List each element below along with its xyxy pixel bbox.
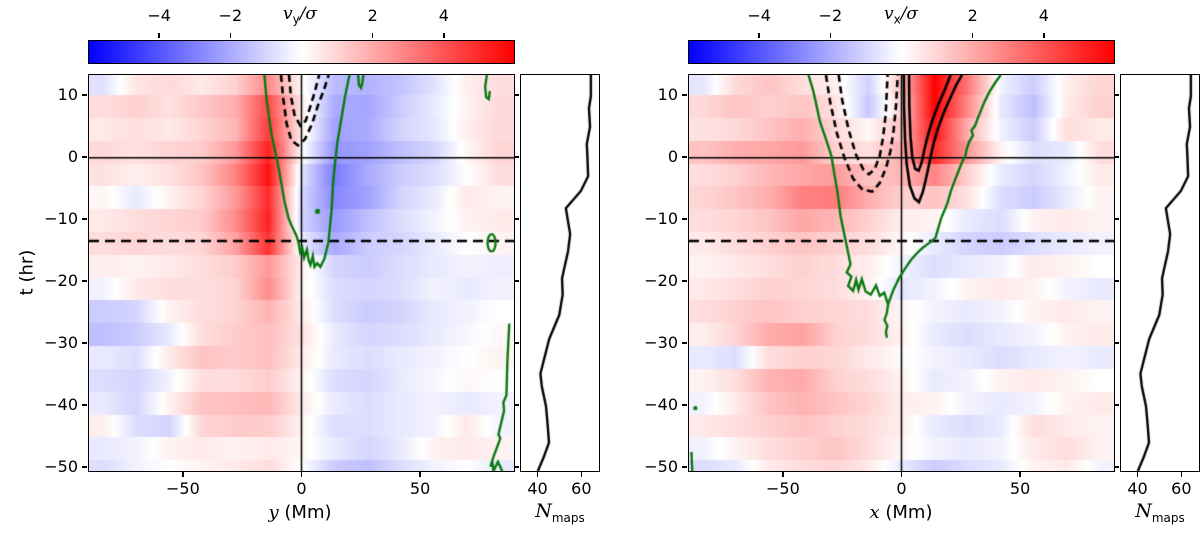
x-tick-mark (182, 472, 184, 477)
heatmap-canvas-vy (89, 75, 514, 471)
colorbar-tick-mark (158, 33, 160, 38)
y-tick-mark (514, 404, 519, 406)
y-tick-mark (514, 466, 519, 468)
y-tick-mark (1114, 94, 1119, 96)
x-tick-mark (419, 472, 421, 477)
x-tick-mark (1180, 472, 1183, 477)
nmaps-title-right: Nmaps (1135, 500, 1185, 525)
y-tick-label: −50 (644, 457, 678, 477)
y-tick-mark (682, 466, 687, 468)
y-tick-mark (1114, 218, 1119, 220)
colorbar-tick-mark (758, 33, 760, 38)
x-axis-title-right: x (Mm) (869, 502, 933, 523)
colorbar-tick-label: −4 (747, 6, 771, 25)
x-tick-mark (536, 472, 539, 477)
colorbar-tick-mark (829, 33, 832, 38)
x-tick-mark (782, 472, 784, 477)
heatmap-panel-vx (688, 74, 1115, 472)
colorbar-tick-label: −4 (147, 6, 171, 25)
y-tick-label: −20 (44, 271, 78, 291)
y-axis-title: t (hr) (16, 249, 38, 296)
heatmap-panel-vy (88, 74, 515, 472)
x-tick-mark (300, 472, 303, 477)
x-tick-label: 0 (296, 479, 307, 498)
x-tick-label: 40 (527, 479, 548, 498)
y-tick-label: −30 (44, 333, 78, 353)
y-tick-mark (82, 342, 87, 344)
x-tick-mark (580, 472, 583, 477)
nmaps-title-left: Nmaps (535, 500, 585, 525)
y-tick-label: 10 (57, 85, 78, 105)
colorbar-tick-label: −2 (818, 6, 843, 25)
x-axis-title-left: y (Mm) (268, 502, 332, 523)
nmaps-panel-left (520, 74, 600, 472)
x-tick-label: 50 (409, 479, 431, 498)
y-tick-label: 0 (67, 147, 78, 167)
y-tick-mark (82, 218, 87, 220)
y-tick-mark (82, 404, 87, 406)
colorbar-tick-label: 4 (438, 6, 449, 25)
y-tick-mark (682, 218, 687, 220)
y-tick-mark (682, 280, 687, 282)
colorbar-tick-label: 2 (967, 6, 978, 25)
y-tick-label: −10 (644, 209, 678, 229)
y-tick-mark (82, 466, 87, 468)
nmaps-canvas-left (521, 75, 599, 471)
y-tick-mark (682, 404, 687, 406)
x-tick-label: 50 (1009, 479, 1031, 498)
colorbar-tick-mark (971, 33, 974, 38)
colorbar-tick-mark (443, 33, 445, 38)
y-tick-label: −10 (44, 209, 78, 229)
y-tick-mark (682, 342, 687, 344)
nmaps-panel-right (1120, 74, 1200, 472)
x-tick-label: 60 (1171, 479, 1192, 498)
y-tick-label: −50 (44, 457, 78, 477)
y-tick-mark (514, 156, 519, 158)
y-tick-label: −30 (644, 333, 678, 353)
y-tick-label: 10 (657, 85, 678, 105)
colorbar-tick-mark (371, 33, 374, 38)
y-tick-mark (82, 280, 87, 282)
x-tick-mark (1136, 472, 1139, 477)
y-tick-mark (514, 280, 519, 282)
nmaps-canvas-right (1121, 75, 1199, 471)
y-tick-mark (1114, 342, 1119, 344)
x-tick-label: −50 (765, 479, 800, 498)
y-tick-mark (514, 218, 519, 220)
y-tick-mark (514, 94, 519, 96)
y-tick-mark (514, 342, 519, 344)
y-tick-mark (1114, 466, 1119, 468)
y-tick-label: −40 (644, 395, 678, 415)
y-tick-label: 0 (667, 147, 678, 167)
colorbar-tick-mark (229, 33, 232, 38)
colorbar-label-vy: vy/σ (282, 4, 318, 27)
colorbar-vx (688, 40, 1115, 64)
x-tick-label: −50 (165, 479, 200, 498)
x-tick-label: 0 (896, 479, 907, 498)
colorbar-tick-mark (1043, 33, 1045, 38)
x-tick-mark (1019, 472, 1021, 477)
heatmap-canvas-vx (689, 75, 1114, 471)
y-tick-mark (1114, 156, 1119, 158)
colorbar-tick-label: −2 (218, 6, 243, 25)
y-tick-mark (682, 94, 687, 96)
colorbar-label-vx: vx/σ (883, 4, 919, 27)
y-tick-mark (682, 156, 687, 158)
x-tick-mark (900, 472, 903, 477)
y-tick-mark (82, 94, 87, 96)
y-tick-mark (1114, 404, 1119, 406)
y-tick-mark (82, 156, 87, 158)
x-tick-label: 60 (571, 479, 592, 498)
colorbar-tick-label: 2 (367, 6, 378, 25)
y-tick-mark (1114, 280, 1119, 282)
y-tick-label: −20 (644, 271, 678, 291)
y-tick-label: −40 (44, 395, 78, 415)
colorbar-tick-label: 4 (1038, 6, 1049, 25)
colorbar-vy (88, 40, 515, 64)
x-tick-label: 40 (1127, 479, 1148, 498)
